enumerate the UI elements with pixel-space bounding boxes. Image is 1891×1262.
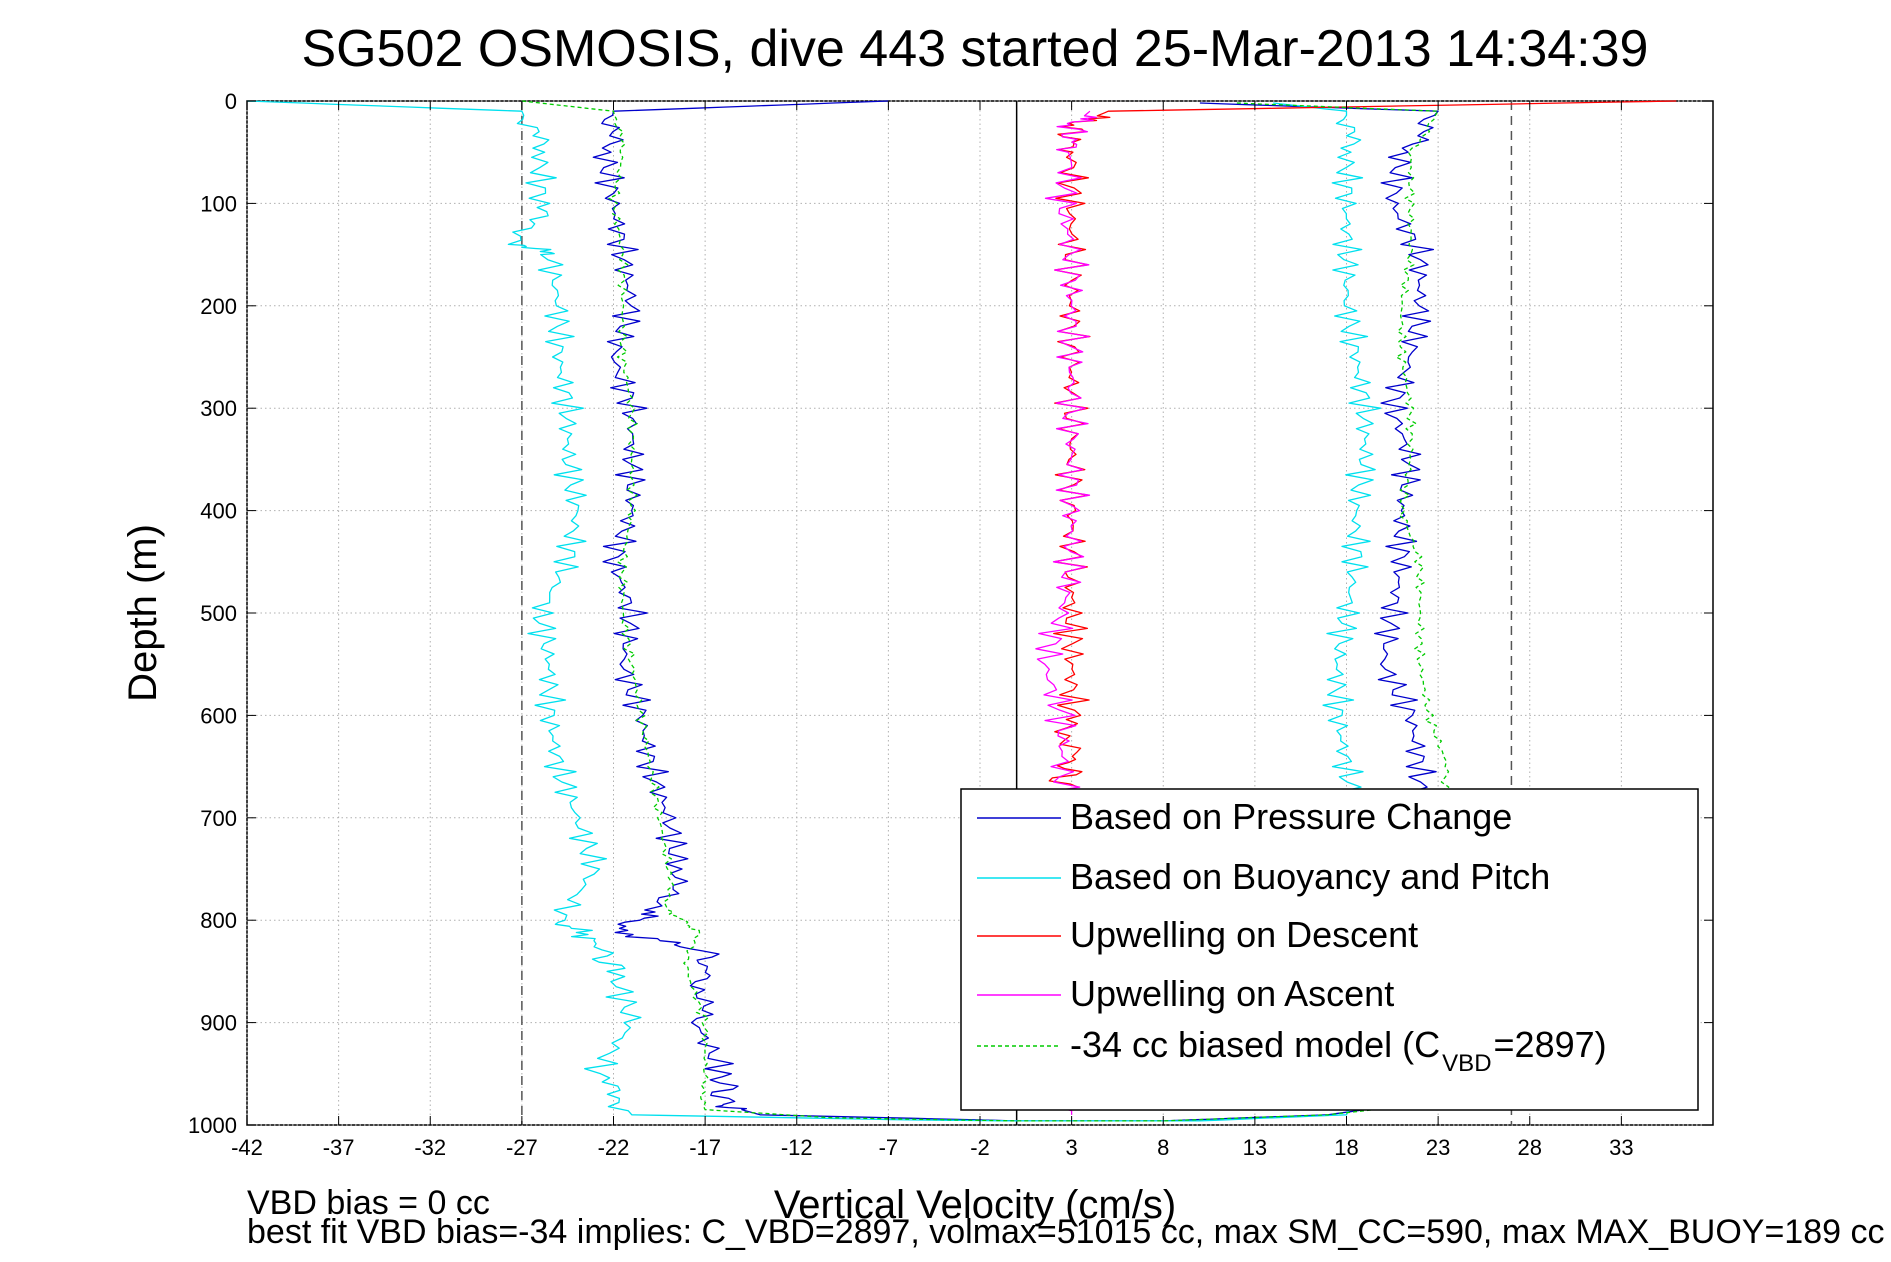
x-axis-label: Vertical Velocity (cm/s): [774, 1183, 1176, 1227]
x-tick-label: -27: [506, 1135, 538, 1160]
legend-label: Based on Pressure Change: [1070, 796, 1512, 837]
y-tick-label: 700: [200, 806, 237, 831]
y-tick-label: 1000: [188, 1113, 237, 1138]
x-axis-ticks: -42 -37 -32 -27 -22 -17 -12 -7 -2 3 8 13 18 23 28 33: [231, 101, 1634, 1160]
series-line-1: [246, 100, 1382, 1122]
x-tick-label: 33: [1609, 1135, 1633, 1160]
x-tick-label: -17: [689, 1135, 721, 1160]
x-tick-label: 13: [1243, 1135, 1267, 1160]
legend-items: Based on Pressure Change Based on Buoyanc…: [977, 796, 1607, 1077]
series-line-2: [1048, 100, 1677, 788]
y-tick-label: 300: [200, 396, 237, 421]
y-tick-label: 600: [200, 703, 237, 728]
series-line-4: [521, 100, 1450, 1122]
x-tick-label: -42: [231, 1135, 263, 1160]
y-tick-label: 400: [200, 499, 237, 524]
legend-label: Based on Buoyancy and Pitch: [1070, 856, 1550, 897]
y-tick-label: 100: [200, 191, 237, 216]
legend-suffix: =2897): [1494, 1024, 1607, 1065]
x-tick-label: -37: [323, 1135, 355, 1160]
y-tick-label: 900: [200, 1011, 237, 1036]
x-tick-label: 3: [1066, 1135, 1078, 1160]
y-tick-label: 200: [200, 294, 237, 319]
legend-box: [960, 788, 1699, 1111]
x-tick-label: -22: [598, 1135, 630, 1160]
legend-subscript: VBD: [1442, 1050, 1491, 1077]
y-axis-ticks: 0 100 200 300 400 500 600 700 800 900 1000: [188, 89, 1713, 1138]
legend-label: -34 cc biased model (C: [1070, 1024, 1440, 1065]
vbd-bias-annotation: VBD bias = 0 cc: [247, 1184, 490, 1222]
x-tick-label: 8: [1157, 1135, 1169, 1160]
x-tick-label: 18: [1334, 1135, 1358, 1160]
y-tick-label: 0: [225, 89, 237, 114]
x-tick-label: -12: [781, 1135, 813, 1160]
best-fit-annotation: best fit VBD bias=-34 implies: C_VBD=289…: [247, 1213, 1884, 1251]
legend-label: Upwelling on Descent: [1070, 914, 1418, 955]
chart-title: SG502 OSMOSIS, dive 443 started 25-Mar-2…: [302, 20, 1649, 78]
legend: Based on Pressure Change Based on Buoyanc…: [960, 788, 1699, 1111]
x-tick-label: 23: [1426, 1135, 1450, 1160]
x-tick-label: -7: [879, 1135, 899, 1160]
x-tick-label: -32: [414, 1135, 446, 1160]
y-axis-label: Depth (m): [121, 524, 165, 702]
x-tick-label: 28: [1518, 1135, 1542, 1160]
y-tick-label: 800: [200, 908, 237, 933]
y-tick-label: 500: [200, 601, 237, 626]
grid: [246, 100, 1713, 1126]
legend-label: Upwelling on Ascent: [1070, 973, 1394, 1014]
x-tick-label: -2: [970, 1135, 990, 1160]
